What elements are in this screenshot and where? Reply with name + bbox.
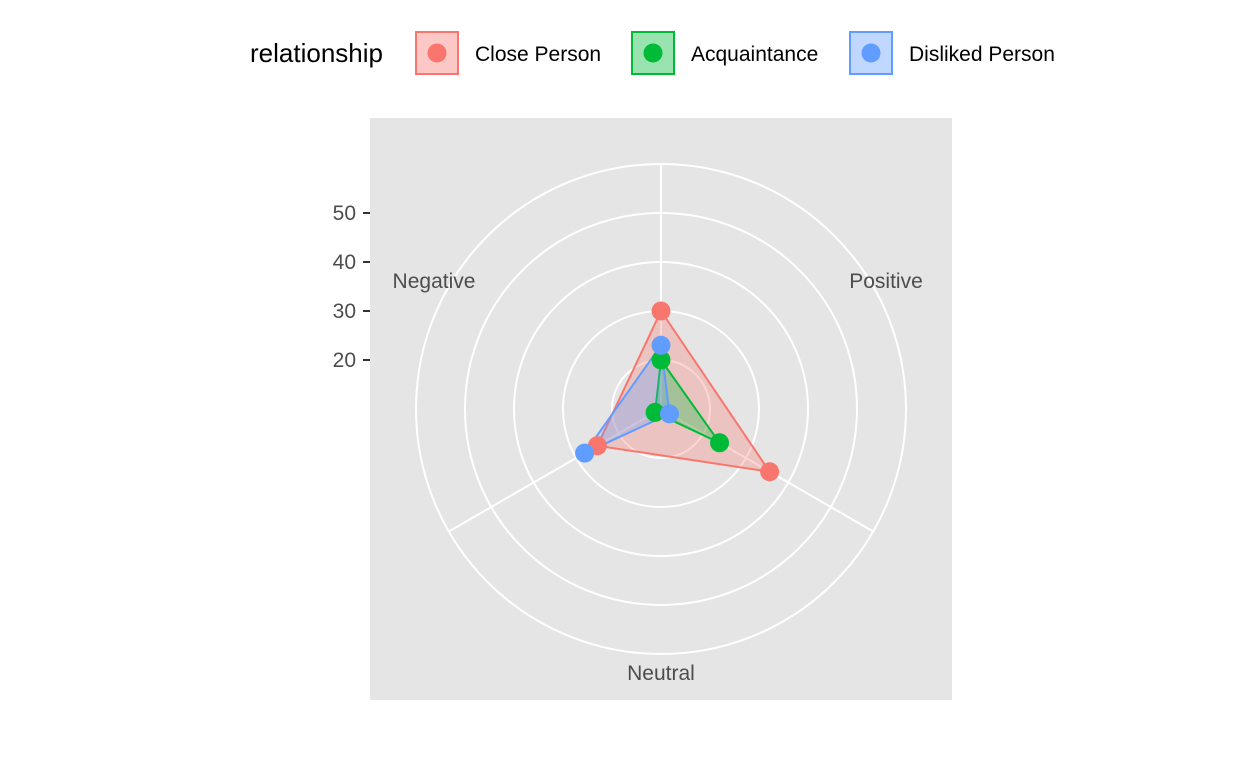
axis-label-neutral: Neutral [627,662,695,685]
tick-label-50: 50 [333,202,356,225]
tick-label-30: 30 [333,300,356,323]
point-acquaintance-neutral [651,350,671,370]
point-acquaintance-positive [710,433,730,453]
legend-title: relationship [250,38,383,68]
series-area-disliked-person [581,342,671,456]
legend-key-close-person [415,31,459,75]
legend-label-acquaintance: Acquaintance [691,43,818,66]
point-disliked-person-negative [575,443,595,463]
radial-ticks: 20 30 40 50 [333,202,370,372]
point-disliked-person-positive [659,404,679,424]
point-close-person-neutral [651,301,671,321]
legend-dot-disliked-person [861,43,881,63]
point-disliked-person-neutral [651,335,671,355]
axis-labels: Positive Negative Neutral [393,270,923,685]
legend: relationship Close Person Acquaintance Dis… [250,31,1055,75]
point-close-person-positive [760,462,780,482]
axis-label-positive: Positive [849,270,923,293]
series-layer [575,301,780,482]
legend-dot-acquaintance [643,43,663,63]
series-area-acquaintance [653,357,723,446]
axis-label-negative: Negative [393,270,476,293]
tick-label-20: 20 [333,349,356,372]
legend-label-close-person: Close Person [475,43,601,66]
tick-label-40: 40 [333,251,356,274]
legend-dot-close-person [427,43,447,63]
point-acquaintance-negative [645,402,665,422]
spoke-negative [447,408,662,533]
legend-label-disliked-person: Disliked Person [909,43,1055,66]
